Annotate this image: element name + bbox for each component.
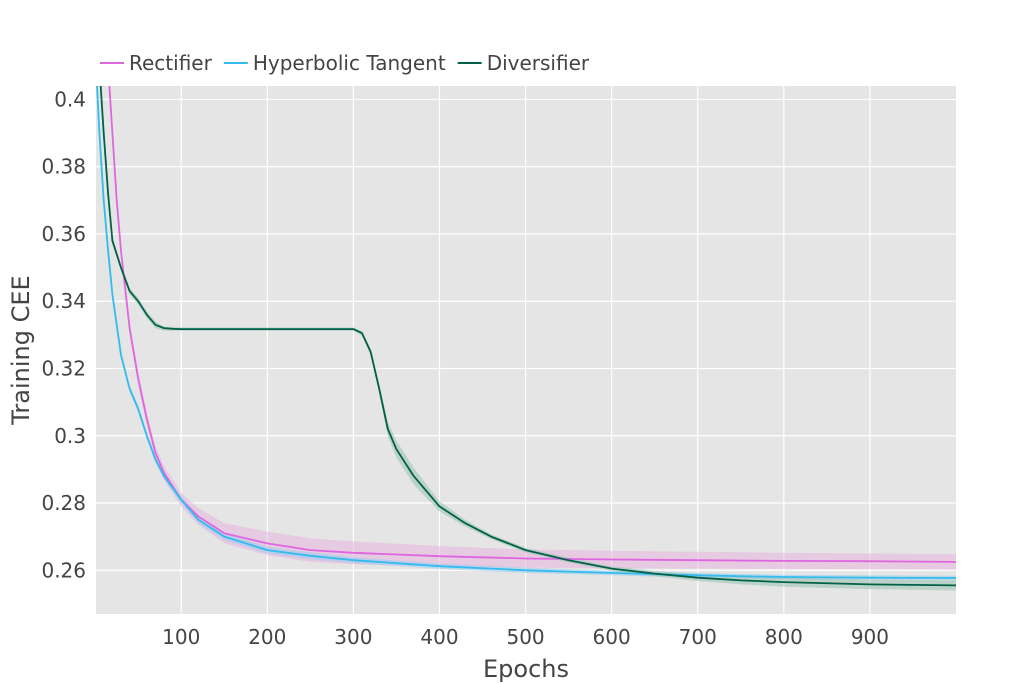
legend-label: Diversifier	[487, 51, 590, 75]
y-tick-label: 0.4	[54, 87, 86, 111]
legend-label: Rectifier	[129, 51, 213, 75]
y-axis-title: Training CEE	[7, 275, 35, 425]
legend-item-hyperbolic-tangent[interactable]: Hyperbolic Tangent	[223, 51, 446, 75]
legend-label: Hyperbolic Tangent	[253, 51, 446, 75]
x-tick-label: 200	[248, 625, 286, 649]
x-tick-label: 100	[162, 625, 200, 649]
legend: Rectifier Hyperbolic Tangent Diversifier	[100, 51, 590, 75]
tick-labels: 100 200 300 400 500 600 700 800 900 0.26 0.28 0.3 0.…	[41, 87, 889, 649]
x-tick-label: 800	[765, 625, 803, 649]
diversifier-line	[99, 86, 956, 587]
hyperbolic-tangent-line	[96, 86, 956, 579]
x-tick-label: 900	[851, 625, 889, 649]
y-tick-label: 0.26	[41, 558, 86, 582]
rectifier-line	[108, 86, 956, 563]
y-tick-label: 0.32	[41, 356, 86, 380]
legend-item-rectifier[interactable]: Rectifier	[100, 51, 213, 75]
y-tick-label: 0.28	[41, 491, 86, 515]
y-tick-label: 0.3	[54, 424, 86, 448]
x-tick-label: 600	[593, 625, 631, 649]
x-tick-label: 300	[334, 625, 372, 649]
x-tick-label: 400	[420, 625, 458, 649]
y-tick-label: 0.36	[41, 222, 86, 246]
x-axis-title: Epochs	[483, 655, 569, 683]
x-tick-label: 500	[506, 625, 544, 649]
y-tick-label: 0.38	[41, 155, 86, 179]
legend-item-diversifier[interactable]: Diversifier	[457, 51, 590, 75]
x-tick-label: 700	[679, 625, 717, 649]
y-tick-label: 0.34	[41, 289, 86, 313]
series-lines	[96, 86, 956, 587]
